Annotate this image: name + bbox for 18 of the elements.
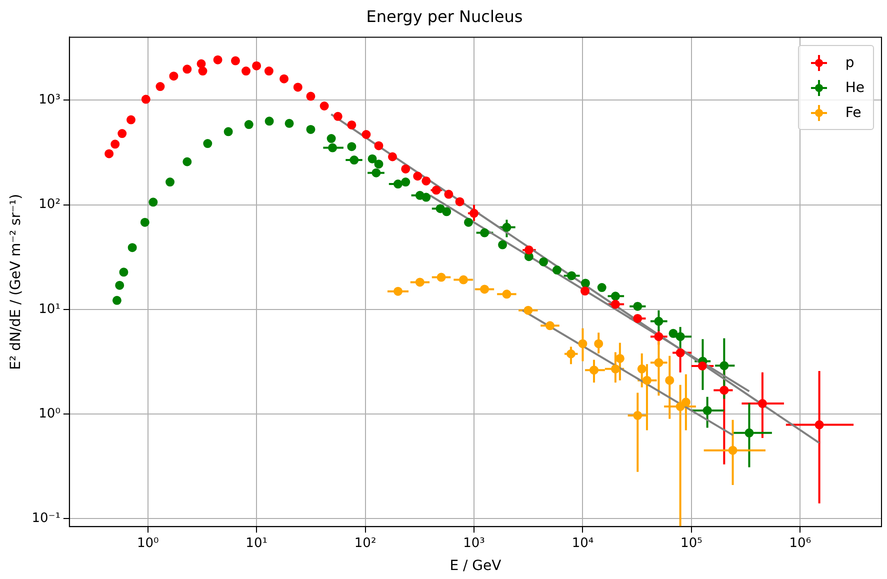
legend-label: p — [845, 54, 854, 71]
legend-label: He — [845, 80, 864, 96]
chart-title: Energy per Nucleus — [366, 6, 523, 26]
x-tick-label: 10⁴ — [572, 536, 594, 551]
y-tick-label: 10¹ — [38, 302, 60, 317]
x-tick-label: 10³ — [463, 536, 485, 551]
y-axis-title: E² dN/dE / (GeV m⁻² sr⁻¹) — [8, 194, 24, 370]
x-tick-label: 10⁵ — [680, 536, 702, 551]
x-tick-label: 10¹ — [246, 536, 268, 551]
y-tick-label: 10³ — [38, 92, 60, 108]
x-tick-label: 10⁰ — [136, 536, 159, 551]
x-axis-title: E / GeV — [450, 558, 502, 574]
y-tick-label: 10⁻¹ — [32, 511, 60, 526]
legend-label: Fe — [845, 104, 862, 121]
x-tick-label: 10² — [354, 536, 376, 551]
y-tick-label: 10⁰ — [38, 406, 60, 422]
x-tick-label: 10⁶ — [789, 536, 812, 551]
y-tick-label: 10² — [38, 197, 60, 212]
